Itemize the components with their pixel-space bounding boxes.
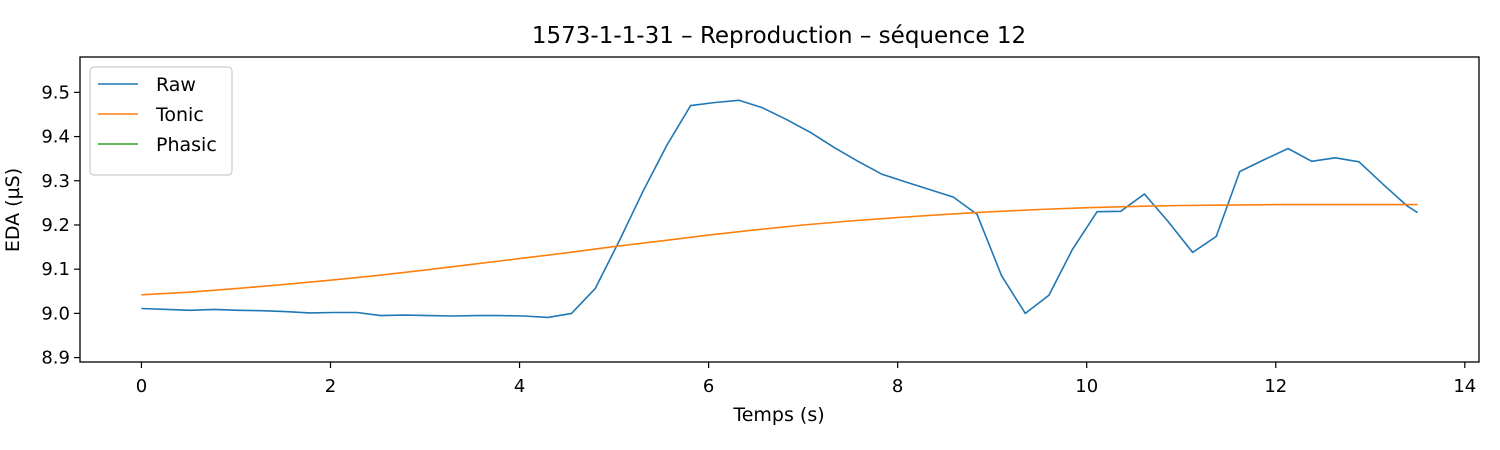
y-tick-label: 9.5: [41, 82, 70, 103]
y-tick-label: 9.1: [41, 259, 70, 280]
y-tick-label: 8.9: [41, 348, 70, 369]
plot-frame: [79, 56, 1480, 363]
y-tick-label: 9.2: [41, 215, 70, 236]
y-tick-label: 9.0: [41, 303, 70, 324]
legend-label-tonic: Tonic: [155, 104, 204, 126]
x-tick-label: 8: [892, 376, 903, 397]
chart-title: 1573-1-1-31 – Reproduction – séquence 12: [532, 23, 1026, 49]
legend-label-raw: Raw: [156, 74, 196, 96]
series-line-tonic: [141, 203, 1418, 296]
y-axis: 8.9 9.0 9.1 9.2 9.3 9.4 9.5: [41, 82, 80, 369]
x-tick-label: 4: [514, 376, 525, 397]
y-axis-label: EDA (µS): [2, 168, 24, 252]
x-tick-label: 2: [325, 376, 336, 397]
x-tick-label: 0: [136, 376, 147, 397]
x-axis-label: Temps (s): [732, 404, 824, 426]
x-tick-label: 6: [703, 376, 714, 397]
series-line-raw: [141, 99, 1419, 319]
legend-label-phasic: Phasic: [156, 134, 217, 156]
x-axis: 0 2 4 6 8 10 12 14: [136, 362, 1476, 397]
x-tick-label: 10: [1075, 376, 1098, 397]
x-tick-label: 14: [1453, 376, 1476, 397]
x-tick-label: 12: [1264, 376, 1287, 397]
y-tick-label: 9.4: [41, 127, 70, 148]
y-tick-label: 9.3: [41, 171, 70, 192]
legend-box: [89, 66, 233, 176]
legend: Raw Tonic Phasic: [89, 66, 233, 176]
